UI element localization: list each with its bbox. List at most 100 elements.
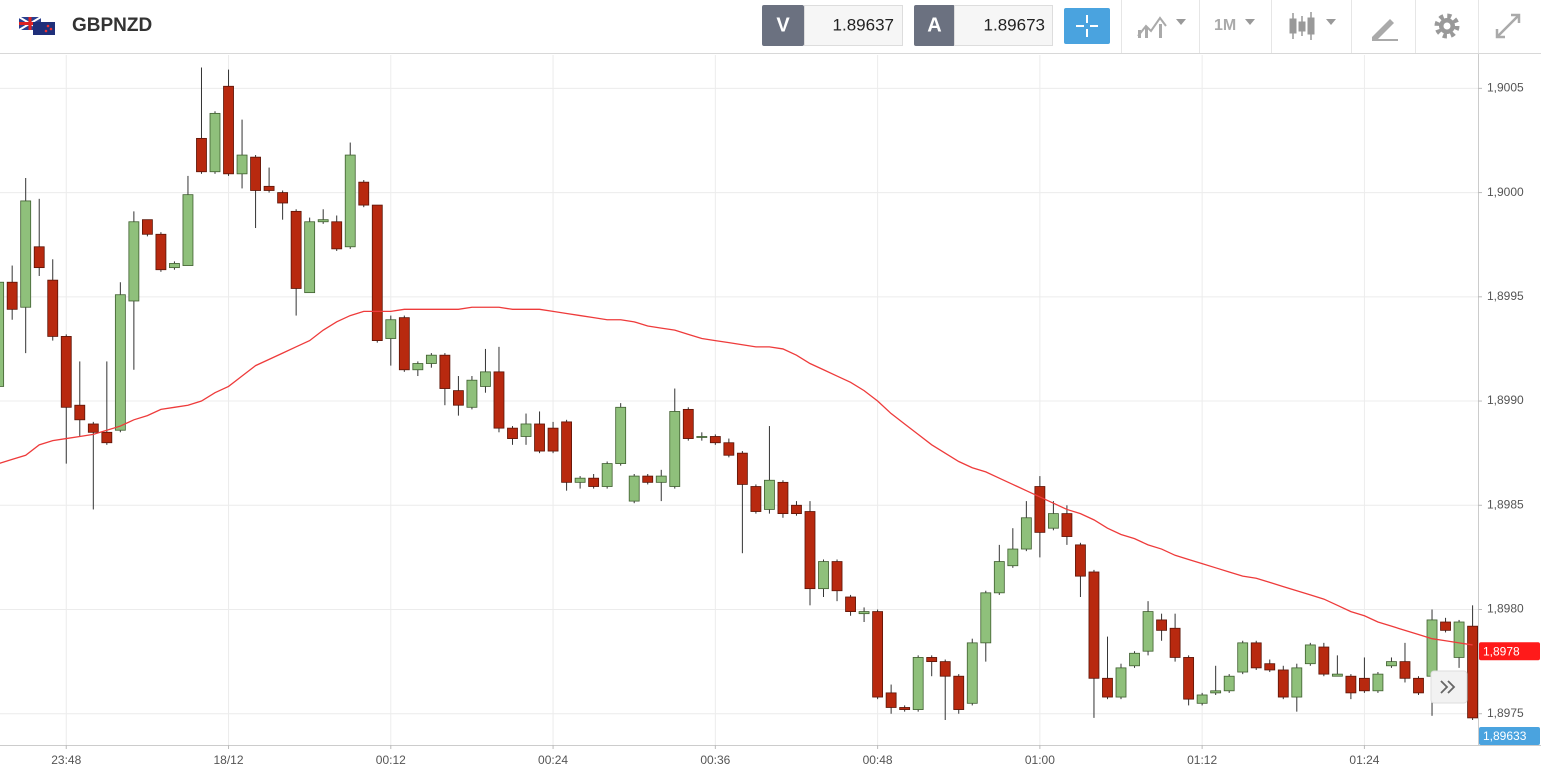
x-tick-label: 00:36 [700, 753, 730, 767]
candle-body [480, 371, 491, 387]
candle-body [196, 137, 207, 173]
candle-body [669, 411, 681, 487]
candle-body [344, 154, 356, 248]
candle-body [74, 404, 86, 421]
candle-body [723, 442, 735, 456]
candle-body [493, 371, 505, 429]
symbol: GBPNZD [72, 15, 152, 36]
candle-body [709, 436, 721, 444]
candle-body [1020, 517, 1032, 550]
x-tick-label: 00:24 [538, 753, 568, 767]
candle-body [507, 427, 518, 439]
candle-body [128, 221, 140, 302]
candle-body [1372, 673, 1384, 692]
candle-body [791, 504, 802, 515]
candle-body [764, 479, 775, 510]
candle-body [912, 657, 924, 710]
x-tick-label: 18/12 [214, 753, 244, 767]
candle-body [101, 431, 113, 444]
candle-body [466, 379, 478, 408]
bid-price: 1.89637 [833, 15, 894, 34]
candle-body [317, 219, 329, 223]
candle-body [1102, 677, 1113, 698]
candle-body [1142, 611, 1154, 652]
candle-body [385, 319, 397, 339]
candle-body [574, 477, 586, 483]
x-tick-label: 01:00 [1025, 753, 1055, 767]
candle-body [642, 475, 654, 483]
candle-body [114, 294, 126, 431]
ask-button[interactable] [914, 5, 955, 46]
timeframe: 1M [1214, 17, 1236, 34]
price-tag [1479, 642, 1540, 661]
candle-body [1453, 621, 1465, 658]
candle-body [1156, 619, 1167, 631]
candle-body [277, 192, 289, 204]
candle-body [290, 210, 302, 289]
candle-body [1304, 644, 1316, 665]
candle-body [331, 221, 343, 250]
ask-box [954, 5, 1053, 46]
bid-button[interactable] [762, 5, 804, 46]
candle-body [736, 452, 748, 485]
candle-body [87, 423, 99, 433]
axes: 1,8975 1,8980 1,8985 1,8990 1,8995 1,9000 1,90… [51, 81, 1540, 767]
candle-body [993, 561, 1005, 594]
candle-body [1291, 667, 1303, 698]
candle-body [804, 511, 816, 590]
candle-body [453, 390, 464, 406]
candle-body [696, 436, 708, 438]
candle-body [601, 463, 613, 487]
fullscreen-button[interactable] [1495, 13, 1521, 39]
crosshair-button[interactable] [1064, 8, 1110, 44]
bid-box [804, 5, 903, 46]
candle-body [926, 657, 938, 663]
settings-button[interactable] [1434, 13, 1460, 39]
candle-body [169, 263, 180, 269]
candle-body [628, 475, 640, 502]
x-tick-label: 01:24 [1349, 753, 1379, 767]
candle-body [980, 592, 992, 644]
moving-average-line [0, 306, 1473, 646]
candle-body [1210, 690, 1222, 694]
y-tick-label: 1,8995 [1487, 289, 1524, 303]
x-tick-label: 01:12 [1187, 753, 1217, 767]
candle-body [858, 611, 870, 615]
candle-body [60, 336, 72, 408]
candle-body [534, 423, 545, 452]
candle-body [655, 475, 667, 483]
y-tick-label: 1,9000 [1487, 185, 1524, 199]
drawing-tools-button[interactable] [1372, 19, 1398, 41]
chart-type-button[interactable] [1137, 16, 1186, 38]
candle-body [750, 486, 762, 512]
y-tick-label: 1,8985 [1487, 497, 1524, 511]
candle-body [209, 112, 221, 173]
candle-body [899, 707, 911, 710]
candle-style-button[interactable] [1289, 12, 1336, 40]
candle-body [588, 477, 600, 487]
candle-body [1467, 625, 1478, 719]
candles [0, 67, 1478, 720]
candle-body [682, 408, 694, 439]
candle-body [1169, 627, 1181, 658]
candle-body [304, 221, 316, 294]
candle-body [398, 317, 410, 371]
candle-body [1318, 646, 1330, 675]
ask-label: A [927, 14, 941, 36]
candle-body [1047, 513, 1059, 529]
ask-price: 1.89673 [984, 15, 1045, 34]
candle-body [872, 611, 884, 698]
candle-body [182, 194, 194, 266]
price-tag [1479, 727, 1540, 745]
candle-body [6, 281, 18, 310]
scroll-button[interactable] [1430, 670, 1468, 704]
y-tick-label: 1,8980 [1487, 602, 1524, 616]
candle-body [223, 85, 234, 175]
candle-body [966, 642, 978, 704]
candle-body [371, 204, 383, 341]
candle-body [141, 219, 153, 235]
timeframe-button[interactable]: 1M [1214, 17, 1255, 34]
price-tag-label: 1,8978 [1483, 644, 1520, 658]
